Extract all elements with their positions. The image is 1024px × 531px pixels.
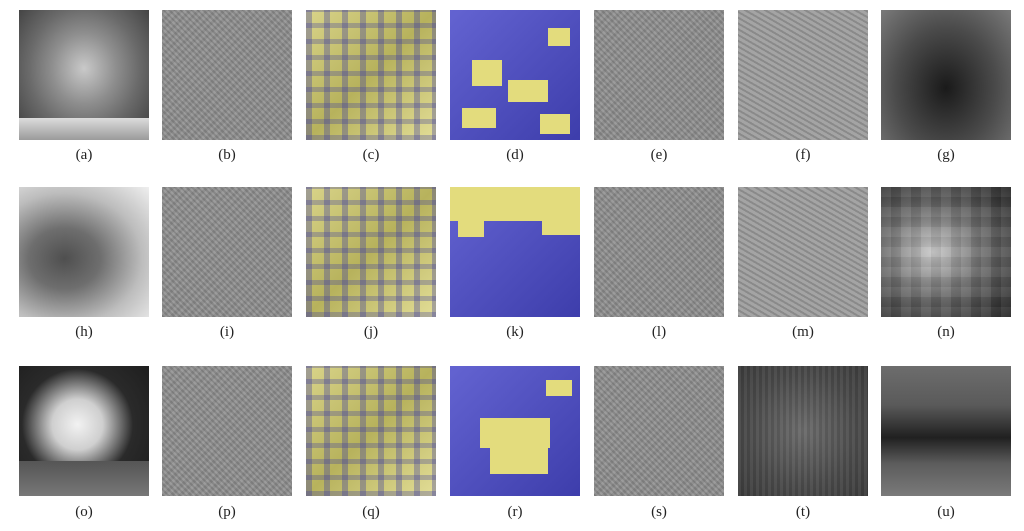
panel-s-caption: (s) <box>651 504 667 520</box>
panel-t-image <box>738 366 868 496</box>
panel-j-image <box>306 187 436 317</box>
panel-d-caption: (d) <box>506 147 524 163</box>
panel-i-caption: (i) <box>219 324 235 340</box>
panel-l-caption: (l) <box>651 324 667 340</box>
panel-q-image <box>306 366 436 496</box>
panel-p-image <box>162 366 292 496</box>
panel-p-caption: (p) <box>218 504 236 520</box>
panel-h-image <box>19 187 149 317</box>
panel-e-caption: (e) <box>650 147 668 163</box>
panel-g-image <box>881 10 1011 140</box>
panel-r-image <box>450 366 580 496</box>
panel-o-caption: (o) <box>75 504 93 520</box>
panel-u-caption: (u) <box>937 504 955 520</box>
panel-k-image <box>450 187 580 317</box>
panel-r-caption: (r) <box>507 504 523 520</box>
panel-b-caption: (b) <box>218 147 236 163</box>
panel-n-caption: (n) <box>937 324 955 340</box>
panel-e-image <box>594 10 724 140</box>
panel-f-caption: (f) <box>795 147 811 163</box>
panel-s-image <box>594 366 724 496</box>
panel-a-image <box>19 10 149 140</box>
panel-b-image <box>162 10 292 140</box>
panel-u-image <box>881 366 1011 496</box>
panel-a-caption: (a) <box>75 147 93 163</box>
panel-m-caption: (m) <box>792 324 814 340</box>
panel-h-caption: (h) <box>75 324 93 340</box>
panel-k-caption: (k) <box>506 324 524 340</box>
panel-c-image <box>306 10 436 140</box>
panel-c-caption: (c) <box>362 147 380 163</box>
panel-f-image <box>738 10 868 140</box>
panel-g-caption: (g) <box>937 147 955 163</box>
panel-j-caption: (j) <box>363 324 379 340</box>
panel-q-caption: (q) <box>362 504 380 520</box>
panel-o-image <box>19 366 149 496</box>
panel-d-image <box>450 10 580 140</box>
panel-m-image <box>738 187 868 317</box>
panel-l-image <box>594 187 724 317</box>
panel-t-caption: (t) <box>795 504 811 520</box>
panel-i-image <box>162 187 292 317</box>
panel-n-image <box>881 187 1011 317</box>
